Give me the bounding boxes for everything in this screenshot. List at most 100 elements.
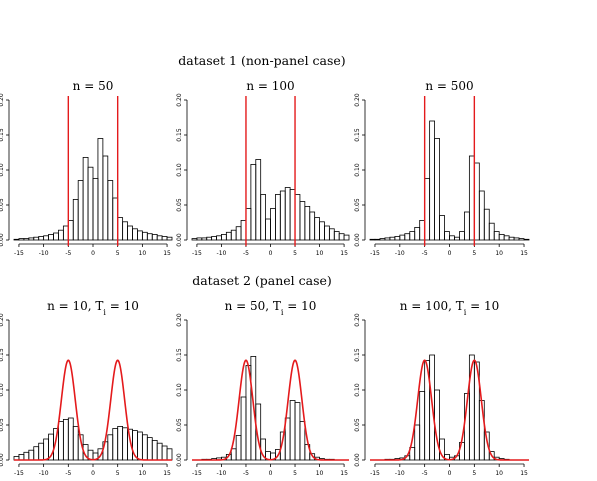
histogram-bar [304, 205, 311, 241]
histogram-bar [255, 403, 262, 461]
y-tick-label: 0.20 [0, 313, 5, 327]
x-tick-label: 5 [293, 250, 297, 257]
y-tick-label: 0.00 [354, 453, 361, 467]
histogram-bar [127, 225, 133, 241]
chart-title: n = 50 [73, 79, 114, 93]
x-tick-label: 15 [340, 250, 348, 257]
y-tick-label: 0.10 [354, 163, 361, 177]
histogram-bar [191, 238, 198, 241]
histogram-bar [206, 236, 213, 241]
section-title-1: dataset 1 (non-panel case) [178, 53, 345, 68]
histogram-bar [33, 236, 40, 241]
histogram-bar [389, 236, 396, 241]
histogram-bar [424, 177, 431, 241]
histogram-bar [28, 237, 35, 241]
y-tick-label: 0.20 [0, 93, 5, 107]
x-tick-label: 5 [472, 470, 476, 477]
y-tick-label: 0.10 [354, 383, 361, 397]
histogram-bar [328, 228, 335, 241]
histogram-bar [156, 442, 163, 461]
x-tick-label: -15 [192, 470, 202, 477]
histogram-bar [97, 138, 104, 241]
histogram-bar [275, 194, 281, 241]
histogram-bar [473, 162, 480, 241]
histogram-bar [454, 236, 460, 241]
histogram-bar [196, 237, 203, 241]
histogram-bar [414, 424, 421, 461]
x-tick-label: -5 [65, 250, 71, 257]
chart-title: n = 100 [246, 79, 294, 93]
density-curve [370, 359, 529, 461]
x-tick-label: -10 [217, 250, 227, 257]
histogram-bar [478, 190, 485, 241]
histogram-bar [62, 225, 69, 241]
x-tick-label: 15 [520, 250, 528, 257]
x-tick-label: -5 [243, 250, 249, 257]
chart-title: n = 50, Ti = 10 [225, 299, 317, 317]
histogram-bar [309, 211, 316, 241]
chart-2: n = 100 -15 -10 -5 0 5 10 15 0.00 0.05 0.10 0.15 0.2… [176, 79, 350, 257]
histogram-bar [112, 428, 119, 461]
y-tick-label: 0.00 [176, 453, 183, 467]
histogram-bar [137, 230, 143, 241]
x-tick-label: 10 [316, 250, 324, 257]
x-tick-label: 5 [293, 470, 297, 477]
histogram-bar [67, 219, 74, 241]
histogram-bar [72, 198, 79, 241]
histogram-bar [151, 233, 158, 241]
histogram-bar [230, 448, 237, 461]
histogram-bar [483, 431, 490, 461]
histogram-bar [324, 225, 330, 241]
histogram-bar [299, 201, 306, 241]
chart-title: n = 100, Ti = 10 [400, 299, 499, 317]
chart-6: n = 100, Ti = 10 -15 -10 -5 0 5 10 15 0.00 0.05 0.… [354, 299, 529, 477]
x-tick-label: -15 [370, 250, 380, 257]
histogram-bar [513, 237, 520, 241]
histogram-bar [132, 228, 138, 241]
y-tick-label: 0.15 [354, 348, 361, 362]
histogram-bar [289, 189, 296, 241]
x-tick-label: -15 [192, 250, 202, 257]
x-tick-label: 0 [269, 250, 273, 257]
histogram-bar [265, 218, 271, 241]
y-tick-label: 0.15 [354, 128, 361, 142]
histogram-bar [488, 451, 495, 461]
histogram-bar [33, 446, 40, 461]
y-tick-label: 0.20 [176, 93, 183, 107]
chart-3: n = 500 -15 -10 -5 0 5 10 15 0.00 0.05 0.10 0.15 0.2… [354, 79, 530, 257]
histogram-bar [72, 425, 79, 461]
histogram-bar [58, 229, 64, 241]
histogram-bar [28, 449, 35, 461]
histogram-bar [449, 235, 455, 241]
density-curve [192, 359, 349, 461]
histogram-bar [92, 177, 99, 241]
x-tick-label: 5 [116, 250, 120, 257]
histogram-bar [23, 238, 30, 241]
x-tick-label: -5 [243, 470, 249, 477]
x-tick-label: 5 [116, 470, 120, 477]
histogram-bar [493, 231, 500, 241]
histogram-bar [399, 234, 406, 241]
histogram-bar [137, 431, 143, 461]
histogram-bar [508, 236, 515, 241]
y-tick-label: 0.00 [0, 233, 5, 247]
x-tick-label: -10 [395, 250, 405, 257]
y-tick-label: 0.00 [176, 233, 183, 247]
y-tick-label: 0.10 [0, 383, 5, 397]
histogram-bar [23, 451, 30, 461]
histogram-bar [240, 219, 247, 241]
x-tick-label: 15 [520, 470, 528, 477]
histogram-bar [18, 238, 25, 241]
x-tick-label: -10 [39, 470, 49, 477]
histogram-bar [87, 166, 94, 241]
x-tick-label: -10 [39, 250, 49, 257]
histogram-bar [518, 238, 525, 241]
y-tick-label: 0.05 [354, 418, 361, 432]
histogram-bar [284, 187, 291, 241]
y-tick-label: 0.10 [0, 163, 5, 177]
histogram-bar [404, 233, 411, 241]
histogram-bar [62, 418, 69, 461]
y-tick-label: 0.10 [176, 383, 183, 397]
x-tick-label: 15 [340, 470, 348, 477]
histogram-bar [419, 390, 426, 461]
